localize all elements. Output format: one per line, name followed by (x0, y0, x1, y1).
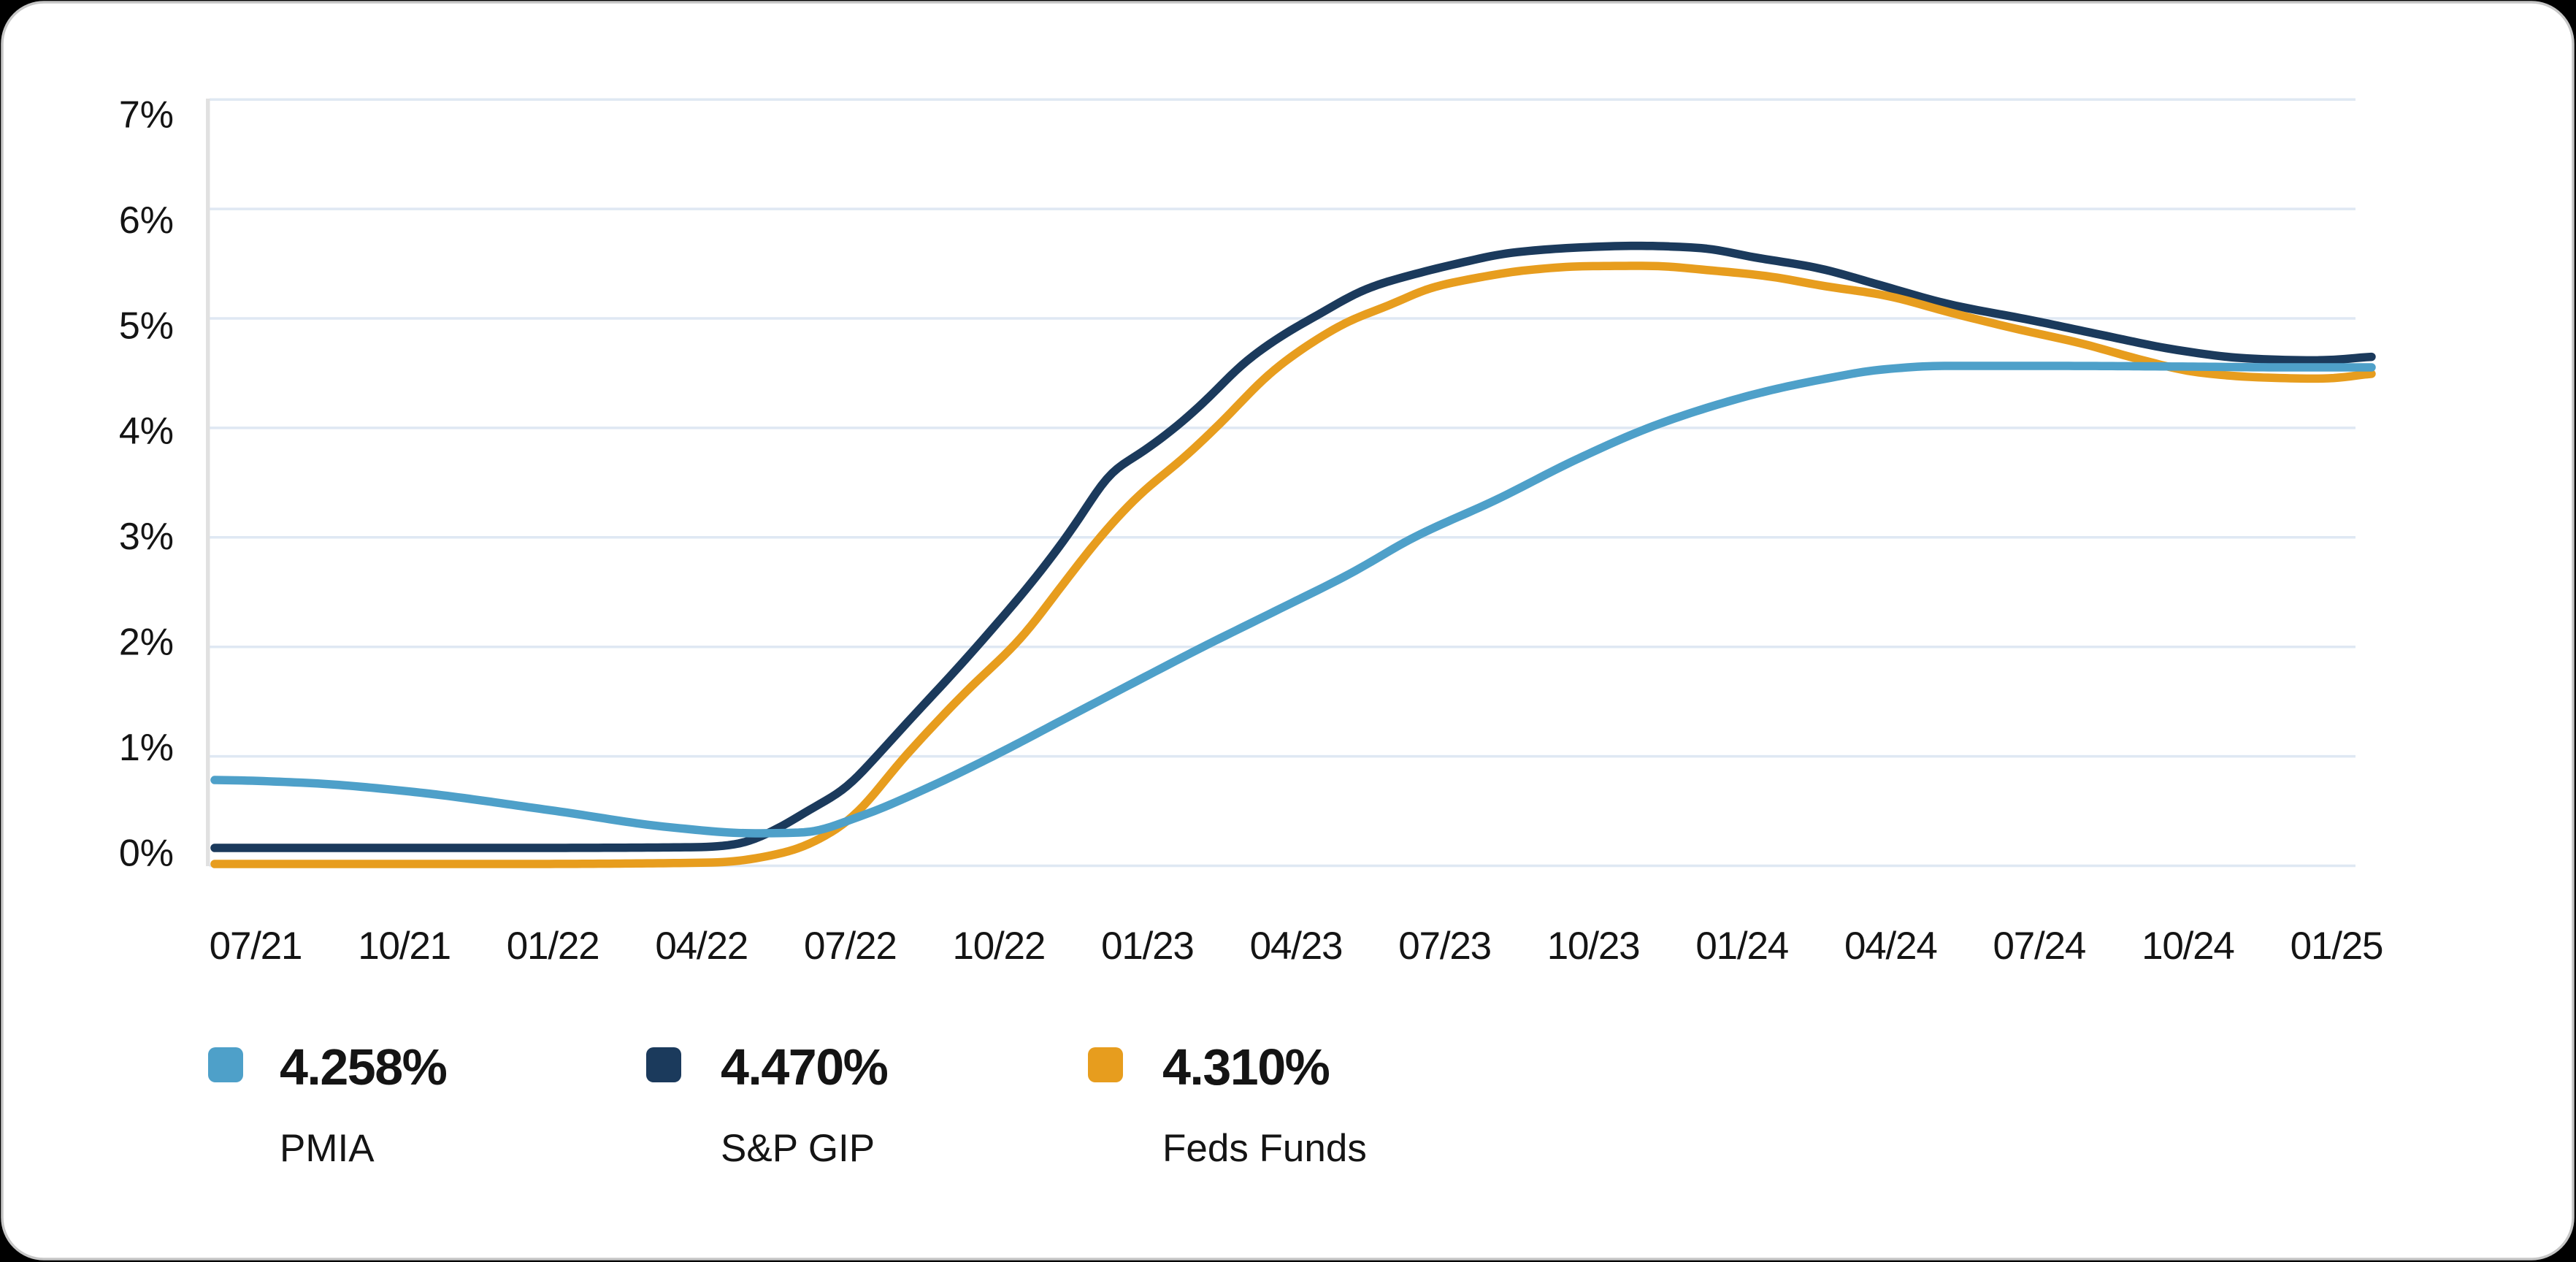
svg-text:07/21: 07/21 (210, 925, 302, 968)
svg-text:4.310%: 4.310% (1162, 1039, 1330, 1095)
svg-text:10/23: 10/23 (1547, 925, 1640, 968)
svg-text:10/22: 10/22 (952, 925, 1045, 968)
svg-text:4.470%: 4.470% (721, 1039, 888, 1095)
svg-text:S&P GIP: S&P GIP (721, 1127, 875, 1170)
svg-text:2%: 2% (119, 622, 174, 664)
svg-text:07/23: 07/23 (1398, 925, 1491, 968)
svg-text:6%: 6% (119, 199, 174, 242)
svg-text:Feds Funds: Feds Funds (1162, 1127, 1367, 1170)
svg-text:07/24: 07/24 (1993, 925, 2085, 968)
svg-text:10/21: 10/21 (358, 925, 451, 968)
svg-text:4%: 4% (119, 410, 174, 453)
svg-text:5%: 5% (119, 305, 174, 347)
svg-text:04/24: 04/24 (1844, 925, 1937, 968)
svg-text:07/22: 07/22 (804, 925, 897, 968)
svg-text:PMIA: PMIA (280, 1127, 375, 1170)
svg-text:04/22: 04/22 (655, 925, 748, 968)
svg-text:7%: 7% (119, 94, 174, 137)
svg-text:01/22: 01/22 (507, 925, 599, 968)
svg-text:4.258%: 4.258% (280, 1039, 447, 1095)
svg-text:01/24: 01/24 (1695, 925, 1788, 968)
svg-text:1%: 1% (119, 727, 174, 769)
svg-text:01/23: 01/23 (1101, 925, 1194, 968)
svg-text:04/23: 04/23 (1250, 925, 1343, 968)
svg-text:01/25: 01/25 (2291, 925, 2383, 968)
svg-text:10/24: 10/24 (2142, 925, 2234, 968)
svg-text:0%: 0% (119, 832, 174, 874)
svg-text:3%: 3% (119, 516, 174, 558)
